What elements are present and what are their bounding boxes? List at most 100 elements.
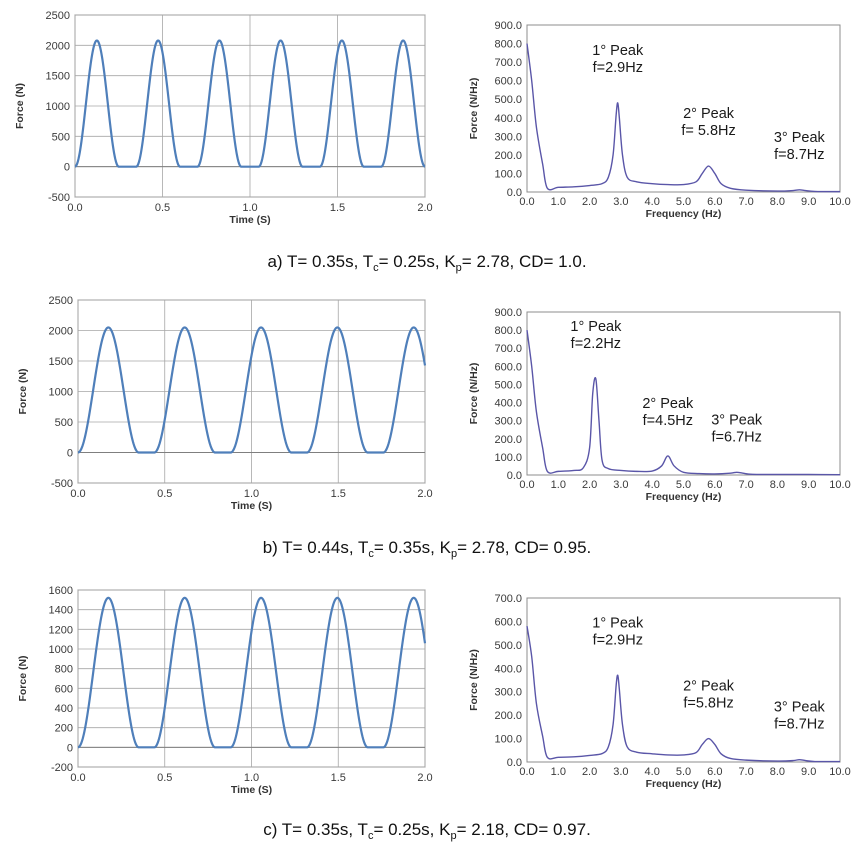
x-tick-label: 9.0 xyxy=(801,196,816,208)
x-tick-label: 1.0 xyxy=(551,196,566,208)
y-axis-label: Force (N) xyxy=(14,83,26,129)
peak-annotation: f=2.9Hz xyxy=(593,632,643,648)
x-tick-label: 0.0 xyxy=(67,202,82,214)
caption-b: b) T= 0.44s, Tc= 0.35s, Kp= 2.78, CD= 0.… xyxy=(263,538,592,560)
y-tick-label: 400.0 xyxy=(494,663,522,675)
spectrum-chart-b: 0.0 100.0 200.0 300.0 400.0 500.0 600.0 700.0 80… xyxy=(468,307,851,503)
x-tick-label: 8.0 xyxy=(770,196,785,208)
x-tick-label: 5.0 xyxy=(676,196,691,208)
y-tick-label: 2000 xyxy=(46,40,70,52)
y-tick-label: 300.0 xyxy=(494,131,522,143)
x-tick-label: 9.0 xyxy=(801,479,816,491)
series-line xyxy=(526,626,841,763)
x-tick-label: 3.0 xyxy=(613,479,628,491)
x-tick-label: 1.0 xyxy=(551,479,566,491)
series-line xyxy=(77,596,427,749)
x-tick-label: 5.0 xyxy=(676,479,691,491)
peak-annotation: 3° Peak xyxy=(774,130,826,146)
y-tick-label: 800.0 xyxy=(494,325,522,337)
y-tick-label: 1200 xyxy=(49,624,73,636)
y-tick-label: 0.0 xyxy=(507,757,522,769)
x-tick-label: 0.5 xyxy=(157,772,172,784)
y-tick-label: 900.0 xyxy=(494,307,522,319)
y-tick-label: 200.0 xyxy=(494,710,522,722)
y-tick-label: 500.0 xyxy=(494,379,522,391)
y-axis-label: Force (N/Hz) xyxy=(468,78,480,140)
x-tick-label: 2.0 xyxy=(582,479,597,491)
y-tick-label: 2000 xyxy=(49,326,73,338)
x-tick-label: 10.0 xyxy=(829,196,850,208)
x-tick-label: 4.0 xyxy=(645,196,660,208)
x-tick-label: 7.0 xyxy=(738,766,753,778)
x-tick-label: 6.0 xyxy=(707,766,722,778)
y-tick-label: 1000 xyxy=(49,644,73,656)
caption-c: c) T= 0.35s, Tc= 0.25s, Kp= 2.18, CD= 0.… xyxy=(263,820,591,842)
x-tick-label: 1.0 xyxy=(244,488,259,500)
peak-annotation: f=8.7Hz xyxy=(774,717,824,733)
y-tick-label: 100.0 xyxy=(494,168,522,180)
x-tick-label: 2.0 xyxy=(417,202,432,214)
time-chart-c: -200 0 200 400 600 800 1000 1200 1400 1600 0.0 0.5 1… xyxy=(17,585,433,796)
panel-a: -500 0 500 1000 1500 2000 2500 0.0 0.5 1.0 1.5 2.0 T… xyxy=(14,10,851,274)
y-tick-label: 400 xyxy=(55,703,73,715)
peak-annotation: 2° Peak xyxy=(642,396,694,412)
series-line xyxy=(74,39,426,168)
y-tick-label: 700.0 xyxy=(494,343,522,355)
y-axis-label: Force (N) xyxy=(17,655,29,701)
time-chart-b: -500 0 500 1000 1500 2000 2500 0.0 0.5 1.0 1.5 2.0 T… xyxy=(17,295,433,512)
x-tick-label: 2.0 xyxy=(582,766,597,778)
x-axis-label: Time (S) xyxy=(231,500,272,512)
series-line xyxy=(526,43,841,193)
y-axis-label: Force (N/Hz) xyxy=(468,363,480,425)
y-tick-label: 600.0 xyxy=(494,76,522,88)
peak-annotation: f=8.7Hz xyxy=(774,147,824,163)
y-tick-label: 300.0 xyxy=(494,416,522,428)
peak-annotation: f=4.5Hz xyxy=(643,413,693,429)
y-tick-label: 1600 xyxy=(49,585,73,597)
y-tick-label: 2500 xyxy=(49,295,73,307)
y-tick-label: 0.0 xyxy=(507,187,522,199)
peak-annotation: f=5.8Hz xyxy=(683,696,733,712)
x-tick-label: 8.0 xyxy=(770,766,785,778)
x-tick-label: 2.0 xyxy=(417,488,432,500)
y-tick-label: -500 xyxy=(48,192,70,204)
peak-annotation: 2° Peak xyxy=(683,679,735,695)
y-tick-label: 0 xyxy=(64,162,70,174)
peak-annotation: 1° Peak xyxy=(592,615,644,631)
x-tick-label: 4.0 xyxy=(645,479,660,491)
x-tick-label: 0.5 xyxy=(157,488,172,500)
x-tick-label: 3.0 xyxy=(613,766,628,778)
y-tick-label: 600.0 xyxy=(494,616,522,628)
peak-annotation: 3° Peak xyxy=(774,700,826,716)
x-axis-label: Frequency (Hz) xyxy=(646,491,722,503)
y-tick-label: 0.0 xyxy=(507,470,522,482)
y-tick-label: 500 xyxy=(55,417,73,429)
x-tick-label: 8.0 xyxy=(770,479,785,491)
x-tick-label: 1.5 xyxy=(331,772,346,784)
x-axis-label: Time (S) xyxy=(231,784,272,796)
y-tick-label: 900.0 xyxy=(494,20,522,32)
y-tick-label: 1000 xyxy=(49,387,73,399)
series-line xyxy=(77,326,427,454)
x-tick-label: 1.0 xyxy=(242,202,257,214)
x-tick-label: 6.0 xyxy=(707,479,722,491)
y-tick-label: 100.0 xyxy=(494,734,522,746)
y-tick-label: 1500 xyxy=(49,356,73,368)
y-tick-label: 1500 xyxy=(46,71,70,83)
x-tick-label: 0.0 xyxy=(519,479,534,491)
y-tick-label: 0 xyxy=(67,448,73,460)
x-tick-label: 6.0 xyxy=(707,196,722,208)
peak-annotation: f=2.9Hz xyxy=(593,60,643,76)
y-axis-label: Force (N) xyxy=(17,368,29,414)
y-tick-label: 2500 xyxy=(46,10,70,22)
x-tick-label: 1.0 xyxy=(551,766,566,778)
x-axis-label: Time (S) xyxy=(229,214,270,226)
x-tick-label: 2.0 xyxy=(417,772,432,784)
y-tick-label: 600.0 xyxy=(494,361,522,373)
y-tick-label: 400.0 xyxy=(494,398,522,410)
plot-frame xyxy=(526,24,841,193)
x-tick-label: 0.0 xyxy=(519,196,534,208)
y-tick-label: 200.0 xyxy=(494,150,522,162)
y-tick-label: 0 xyxy=(67,742,73,754)
